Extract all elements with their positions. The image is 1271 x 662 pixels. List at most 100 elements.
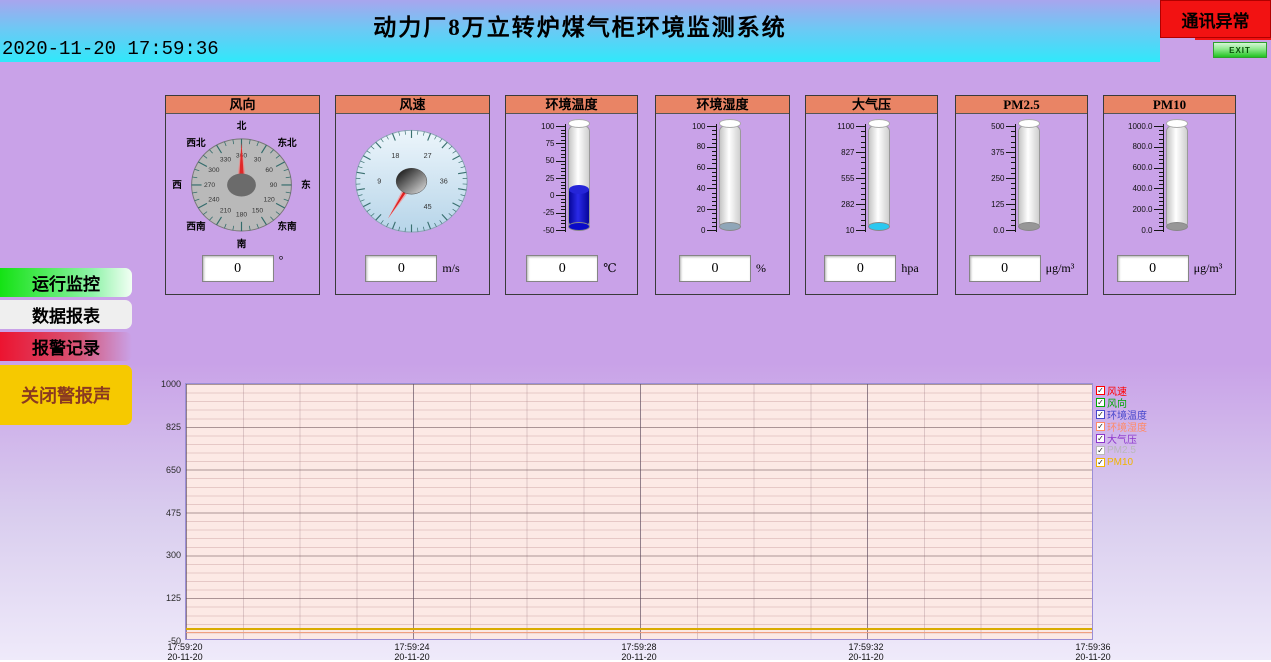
thermo-tick [1159, 155, 1164, 156]
thermo-tick [712, 197, 717, 198]
legend-item-PM10[interactable]: ✓PM10 [1096, 456, 1176, 468]
thermo-tick [861, 142, 866, 143]
svg-text:北: 北 [237, 120, 247, 132]
thermo-scale-label: 0 [550, 191, 554, 200]
thermo-tick [861, 162, 866, 163]
y-axis-tick-label: 650 [151, 465, 181, 475]
thermo-tick [1011, 168, 1016, 169]
thermo-tick [1011, 136, 1016, 137]
svg-text:150: 150 [252, 207, 263, 214]
thermo-tube-top-cap [568, 119, 590, 128]
thermo-tick [1159, 222, 1164, 223]
thermo-tick [561, 223, 566, 224]
legend-checkbox-风速[interactable]: ✓ [1096, 386, 1105, 395]
alarm-underline [1195, 38, 1271, 40]
thermo-tick [856, 230, 866, 231]
unit-label-ambient-humidity: % [756, 261, 766, 276]
legend-item-PM2.5[interactable]: ✓PM2.5 [1096, 444, 1176, 456]
legend-item-大气压[interactable]: ✓大气压 [1096, 432, 1176, 444]
thermo-tick [1159, 139, 1164, 140]
y-axis-tick-label: 1000 [151, 379, 181, 389]
legend-label-大气压: 大气压 [1107, 431, 1137, 446]
thermo-tick [712, 151, 717, 152]
thermo-tube-top-cap [868, 119, 890, 128]
thermo-scale-label: 282 [841, 200, 854, 209]
thermo-scale-label: -25 [543, 208, 555, 217]
thermo-tick [861, 136, 866, 137]
sidebar-button-run-monitor[interactable]: 运行监控 [0, 268, 132, 297]
svg-text:东: 东 [301, 179, 311, 191]
svg-text:240: 240 [208, 197, 219, 204]
legend-label-PM2.5: PM2.5 [1107, 445, 1136, 456]
thermo-scale-label: 827 [841, 148, 854, 157]
thermo-tick [1011, 147, 1016, 148]
thermo-tube [1018, 124, 1040, 230]
legend-checkbox-环境温度[interactable]: ✓ [1096, 410, 1105, 419]
thermo-tick [561, 206, 566, 207]
legend-checkbox-环境湿度[interactable]: ✓ [1096, 422, 1105, 431]
svg-text:90: 90 [270, 182, 278, 189]
thermo-tick [712, 159, 717, 160]
thermo-scale-label: 200.0 [1132, 205, 1152, 214]
legend-checkbox-PM10[interactable]: ✓ [1096, 458, 1105, 467]
thermo-tick [712, 213, 717, 214]
thermo-tick [861, 214, 866, 215]
thermo-tick [1159, 201, 1164, 202]
unit-label-ambient-temperature: ℃ [603, 261, 616, 276]
thermo-tick [1159, 159, 1164, 160]
thermo-tick [856, 204, 866, 205]
thermo-tick [561, 136, 566, 137]
thermo-tube-bottom-cap [1018, 222, 1040, 231]
thermo-tick [1011, 183, 1016, 184]
thermo-tick [712, 176, 717, 177]
thermo-tick [1154, 209, 1164, 210]
thermo-tick [1011, 157, 1016, 158]
thermo-tube [1166, 124, 1188, 230]
legend-checkbox-大气压[interactable]: ✓ [1096, 434, 1105, 443]
thermo-tick [712, 226, 717, 227]
thermo-tick [856, 178, 866, 179]
thermo-tick [861, 131, 866, 132]
thermo-tick [1154, 147, 1164, 148]
legend-checkbox-PM2.5[interactable]: ✓ [1096, 446, 1105, 455]
svg-text:30: 30 [254, 156, 262, 163]
thermo-tick [561, 154, 566, 155]
thermo-scale-label: 125 [991, 200, 1004, 209]
exit-button[interactable]: EXIT [1213, 42, 1267, 58]
sidebar-button-data-report[interactable]: 数据报表 [0, 300, 132, 329]
thermo-tick [556, 230, 566, 231]
thermo-tick [712, 143, 717, 144]
sidebar-button-mute-alarm[interactable]: 关闭警报声 [0, 365, 132, 425]
thermo-scale-label: 1000.0 [1128, 122, 1152, 131]
panel-title-atmospheric-pressure: 大气压 [806, 96, 937, 114]
thermo-tick [1006, 152, 1016, 153]
svg-text:300: 300 [208, 167, 219, 174]
svg-text:东南: 东南 [277, 221, 297, 233]
thermo-tick [1159, 151, 1164, 152]
thermo-tick [1159, 197, 1164, 198]
sidebar-button-alarm-record[interactable]: 报警记录 [0, 332, 132, 361]
svg-text:60: 60 [265, 167, 273, 174]
thermo-tick [861, 220, 866, 221]
thermo-tick [1159, 184, 1164, 185]
thermo-tick [561, 220, 566, 221]
legend-checkbox-风向[interactable]: ✓ [1096, 398, 1105, 407]
thermo-tick [1011, 194, 1016, 195]
thermo-tick [1159, 193, 1164, 194]
comm-alarm-button[interactable]: 通讯异常 [1160, 0, 1271, 38]
thermo-tube-bottom-cap [719, 222, 741, 231]
thermo-tick [712, 139, 717, 140]
